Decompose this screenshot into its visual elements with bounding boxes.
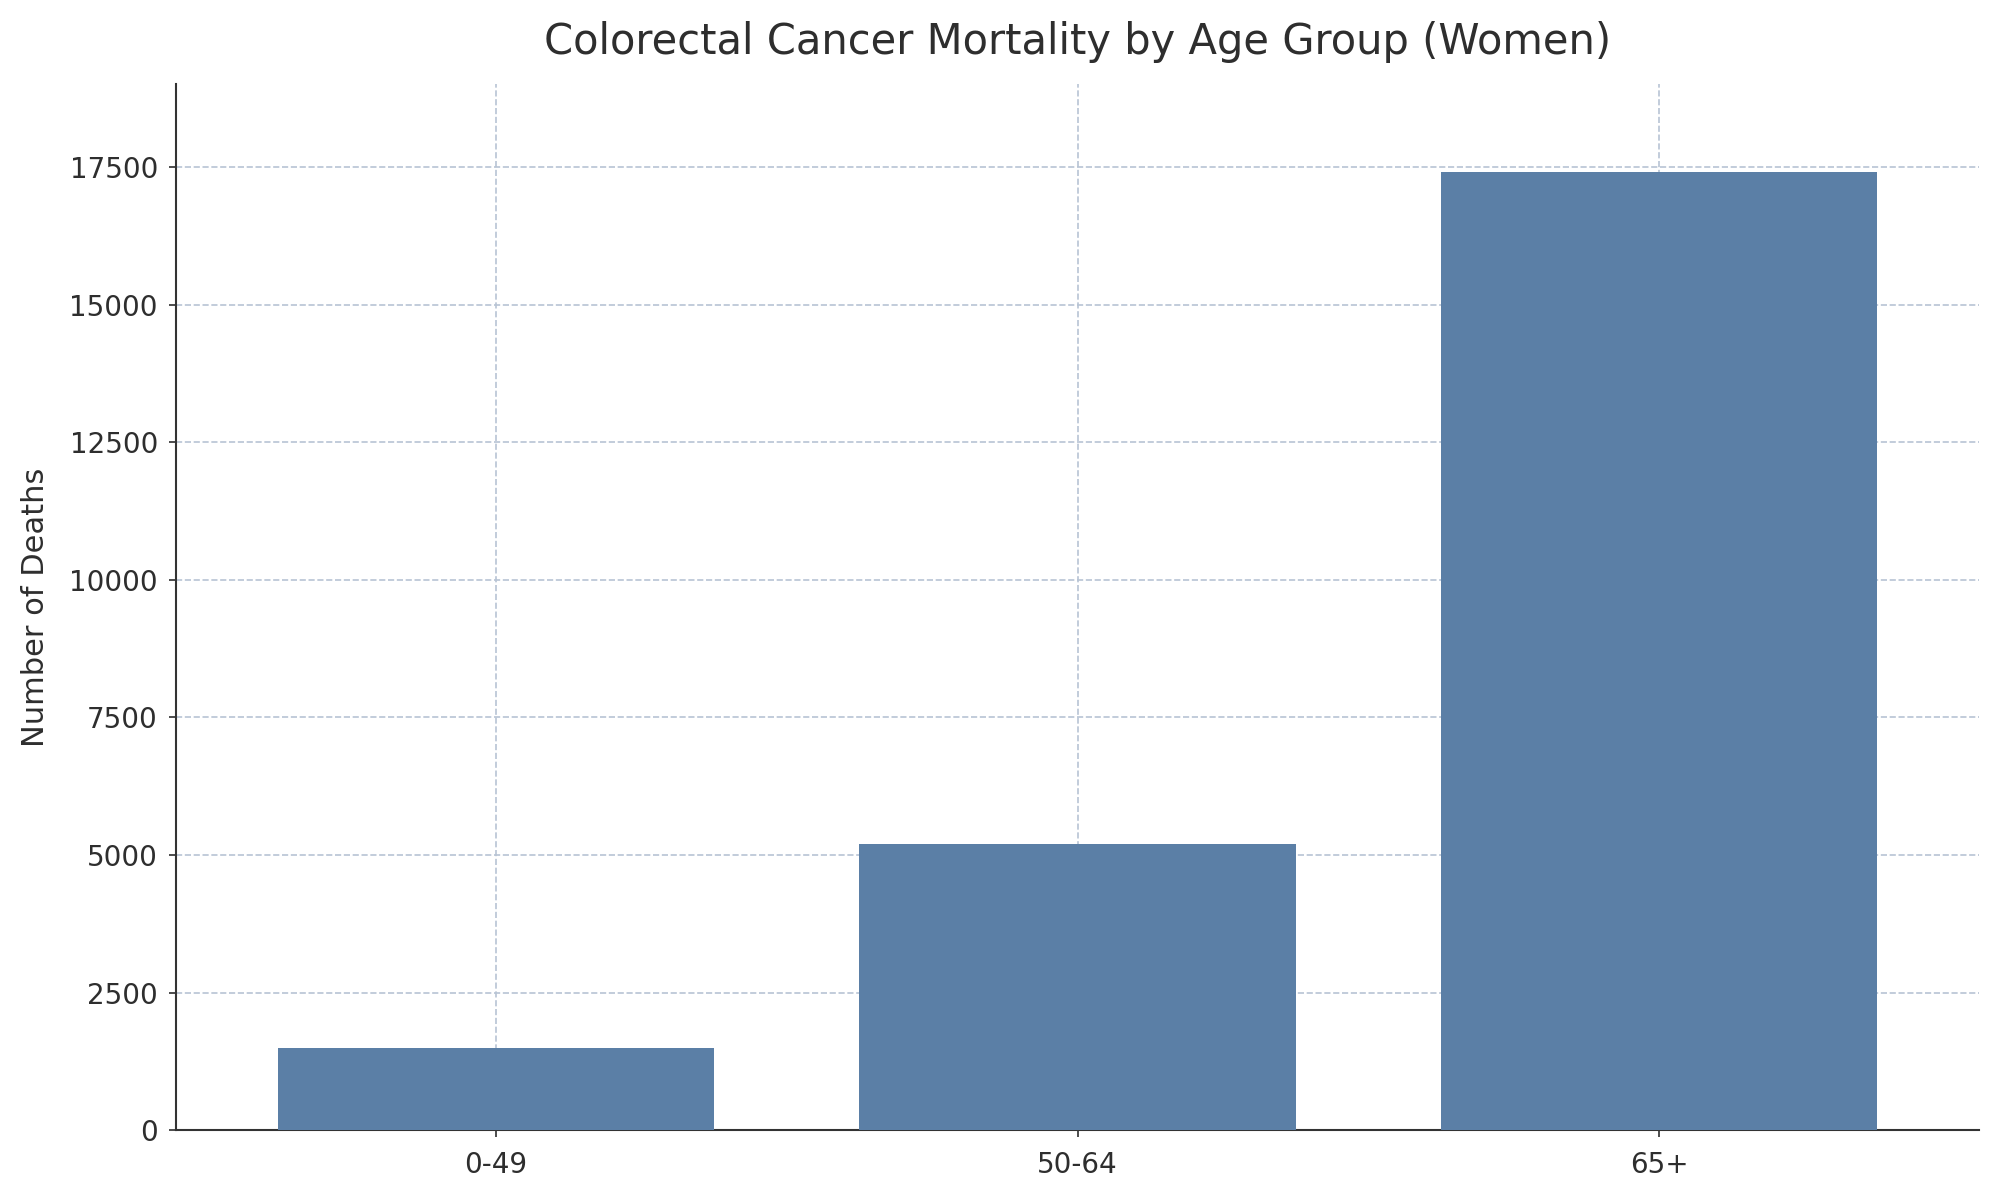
Bar	[1442, 173, 1878, 1130]
Bar	[860, 844, 1296, 1130]
Bar	[278, 1048, 714, 1130]
Title: Colorectal Cancer Mortality by Age Group (Women): Colorectal Cancer Mortality by Age Group…	[544, 20, 1612, 62]
Y-axis label: Number of Deaths: Number of Deaths	[20, 468, 50, 748]
